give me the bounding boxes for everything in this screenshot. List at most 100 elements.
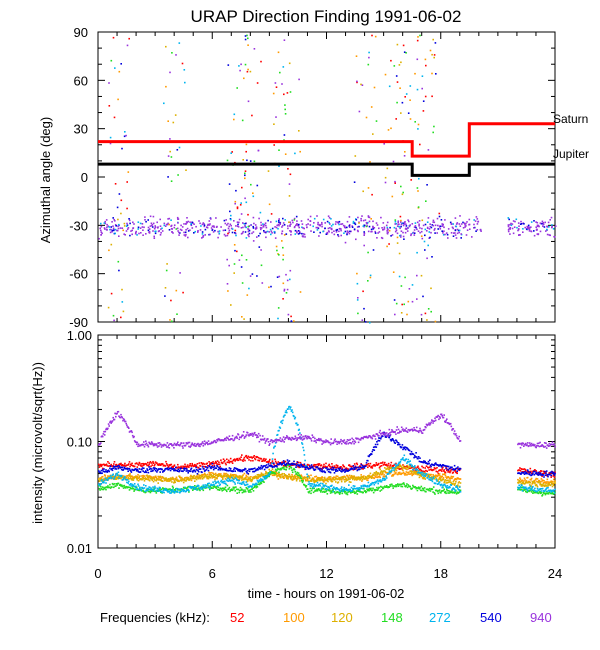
azimuth-point <box>548 226 550 228</box>
azimuth-point <box>410 234 412 237</box>
azimuth-point <box>244 226 247 228</box>
azimuth-point <box>239 204 242 206</box>
azimuth-point <box>239 69 241 72</box>
azimuth-point <box>400 223 403 226</box>
intensity-point <box>412 473 415 476</box>
azimuth-point <box>443 230 445 232</box>
azimuth-point <box>397 223 399 226</box>
azimuth-point <box>235 225 237 227</box>
intensity-point <box>276 469 278 471</box>
azimuth-point <box>229 210 231 213</box>
intensity-point <box>416 468 419 471</box>
intensity-point <box>182 490 185 493</box>
intensity-point <box>538 489 540 492</box>
intensity-point <box>220 480 222 483</box>
azimuth-point <box>197 231 199 233</box>
intensity-point <box>250 491 252 493</box>
intensity-point <box>361 478 364 481</box>
intensity-point <box>451 477 453 480</box>
intensity-point <box>340 470 343 473</box>
intensity-point <box>261 467 263 470</box>
azimuth-point <box>115 225 117 227</box>
azimuth-point <box>252 225 254 228</box>
intensity-point <box>105 469 107 471</box>
azimuth-point <box>126 224 129 227</box>
intensity-point <box>540 485 543 487</box>
intensity-point <box>529 467 532 470</box>
azimuth-tick-label: 60 <box>74 73 88 88</box>
intensity-point <box>432 476 435 478</box>
intensity-point <box>193 474 195 477</box>
azimuth-point <box>402 235 405 238</box>
intensity-point <box>367 484 369 487</box>
azimuth-point <box>282 254 285 256</box>
intensity-point <box>256 474 259 476</box>
intensity-point <box>532 492 534 494</box>
azimuth-point <box>404 151 406 153</box>
intensity-point <box>117 471 120 474</box>
intensity-point <box>405 466 408 469</box>
azimuth-point <box>457 229 460 232</box>
intensity-point <box>369 454 372 456</box>
intensity-point <box>445 492 447 495</box>
intensity-point <box>276 465 278 468</box>
azimuth-point <box>302 235 304 238</box>
azimuth-point <box>400 112 402 114</box>
azimuth-point <box>414 225 417 227</box>
intensity-point <box>541 487 544 490</box>
intensity-point <box>252 470 254 473</box>
azimuth-point <box>418 177 420 180</box>
azimuth-point <box>245 201 248 204</box>
azimuth-point <box>542 225 544 227</box>
intensity-point <box>102 478 105 481</box>
intensity-point <box>233 488 235 490</box>
azimuth-point <box>335 221 337 223</box>
intensity-point <box>525 490 527 493</box>
azimuth-point <box>421 237 424 240</box>
intensity-point <box>184 467 187 470</box>
azimuth-point <box>424 249 426 251</box>
intensity-point <box>338 466 340 469</box>
intensity-point <box>440 483 443 486</box>
azimuth-point <box>395 75 398 77</box>
intensity-point <box>141 486 144 489</box>
intensity-point <box>323 491 326 493</box>
azimuth-point <box>265 231 268 233</box>
azimuth-point <box>516 226 518 229</box>
azimuth-point <box>160 228 162 230</box>
azimuth-point <box>433 229 436 231</box>
intensity-point <box>424 478 426 480</box>
azimuth-point <box>135 231 137 234</box>
intensity-point <box>147 489 149 492</box>
azimuth-point <box>434 320 437 323</box>
intensity-point <box>333 467 335 469</box>
intensity-point <box>280 421 282 423</box>
azimuth-point <box>197 230 199 232</box>
intensity-point <box>101 488 103 491</box>
intensity-point <box>526 491 528 494</box>
intensity-point <box>375 470 378 473</box>
azimuth-point <box>386 226 389 229</box>
intensity-point <box>394 485 396 488</box>
intensity-point <box>208 485 210 488</box>
intensity-point <box>401 458 404 460</box>
azimuth-point <box>176 313 178 315</box>
intensity-point <box>368 455 370 458</box>
intensity-point <box>225 467 227 470</box>
intensity-point <box>545 482 547 484</box>
intensity-point <box>329 477 332 480</box>
azimuth-point <box>183 223 185 225</box>
intensity-point <box>271 471 273 473</box>
azimuth-point <box>190 224 193 227</box>
intensity-point <box>324 484 327 487</box>
azimuth-point <box>441 230 443 232</box>
intensity-point <box>132 488 135 490</box>
azimuth-point <box>109 136 112 139</box>
intensity-point <box>116 484 118 486</box>
intensity-point <box>447 487 450 489</box>
intensity-point <box>260 480 263 482</box>
intensity-point <box>380 436 383 438</box>
intensity-point <box>99 489 101 491</box>
intensity-point <box>244 490 247 493</box>
intensity-point <box>540 491 543 494</box>
